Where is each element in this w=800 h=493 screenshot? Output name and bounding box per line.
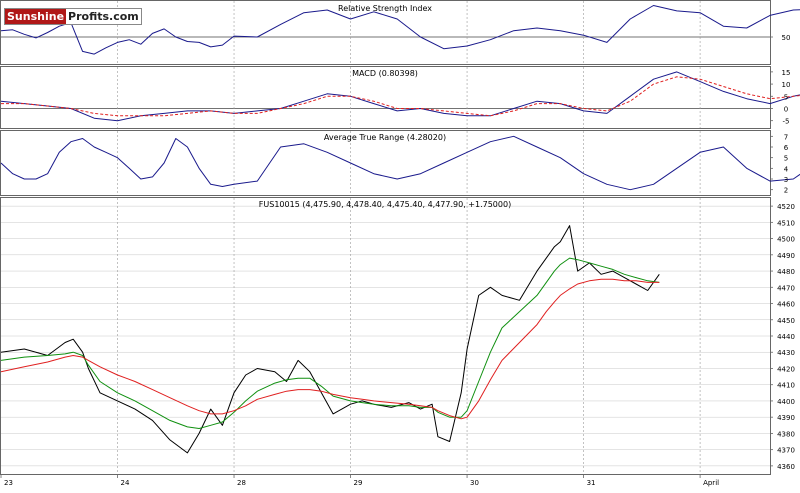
sma-fast-line [0,257,660,429]
price-tick-label: 4430 [777,349,795,357]
x-tick-label: 23 [4,479,13,487]
rsi-line [0,5,800,55]
price-tick-label: 4390 [777,414,795,422]
logo-part-1: Sunshine [5,9,67,24]
atr-tick-label: 2 [784,187,788,195]
macd-panel-frame [0,66,771,129]
atr-tick-label: 3 [784,176,788,184]
axis-ticks: 50151050-5765432436043704380439044004410… [0,34,795,487]
x-tick-label: 31 [587,479,596,487]
price-tick-label: 4440 [777,333,795,341]
x-tick-label: 29 [354,479,363,487]
price-tick-label: 4520 [777,203,795,211]
price-line [0,225,660,454]
price-tick-label: 4420 [777,365,795,373]
x-tick-label: 30 [470,479,479,487]
macd-signal-line [1,76,800,117]
sunshine-profits-logo: Sunshine Profits.com [4,8,142,25]
price-tick-label: 4490 [777,252,795,260]
price-tick-label: 4450 [777,317,795,325]
panel-frames [0,0,771,475]
atr-tick-label: 4 [784,165,789,173]
price-tick-label: 4360 [777,463,795,471]
x-tick-label: April [703,479,719,487]
sma-slow-line [0,278,660,420]
price-tick-label: 4500 [777,236,795,244]
price-tick-label: 4400 [777,398,795,406]
price-tick-label: 4370 [777,447,795,455]
macd-tick-label: 5 [784,93,788,101]
grid [1,1,770,474]
macd-title: MACD (0.80398) [352,69,418,78]
logo-part-2: Profits.com [66,9,141,24]
atr-tick-label: 5 [784,155,788,163]
price-tick-label: 4510 [777,219,795,227]
rsi-tick-label: 50 [782,34,791,42]
price-tick-label: 4380 [777,430,795,438]
series-layer [0,5,800,454]
price-tick-label: 4460 [777,301,795,309]
price-tick-label: 4410 [777,382,795,390]
x-tick-label: 28 [237,479,246,487]
price-tick-label: 4480 [777,268,795,276]
price-tick-label: 4470 [777,284,795,292]
atr-title: Average True Range (4.28020) [324,133,446,142]
macd-line [0,71,800,122]
atr-line [0,135,800,191]
rsi-title: Relative Strength Index [338,4,432,13]
atr-tick-label: 6 [784,144,789,152]
macd-tick-label: 10 [782,81,791,89]
macd-tick-label: -5 [783,118,790,126]
price-title: FUS10015 (4,475.90, 4,478.40, 4,475.40, … [259,200,511,209]
macd-tick-label: 15 [782,69,791,77]
atr-tick-label: 7 [784,133,788,141]
atr-panel-frame [0,130,771,196]
x-tick-label: 24 [121,479,130,487]
rsi-panel-frame [0,0,771,65]
macd-tick-label: 0 [784,105,788,113]
